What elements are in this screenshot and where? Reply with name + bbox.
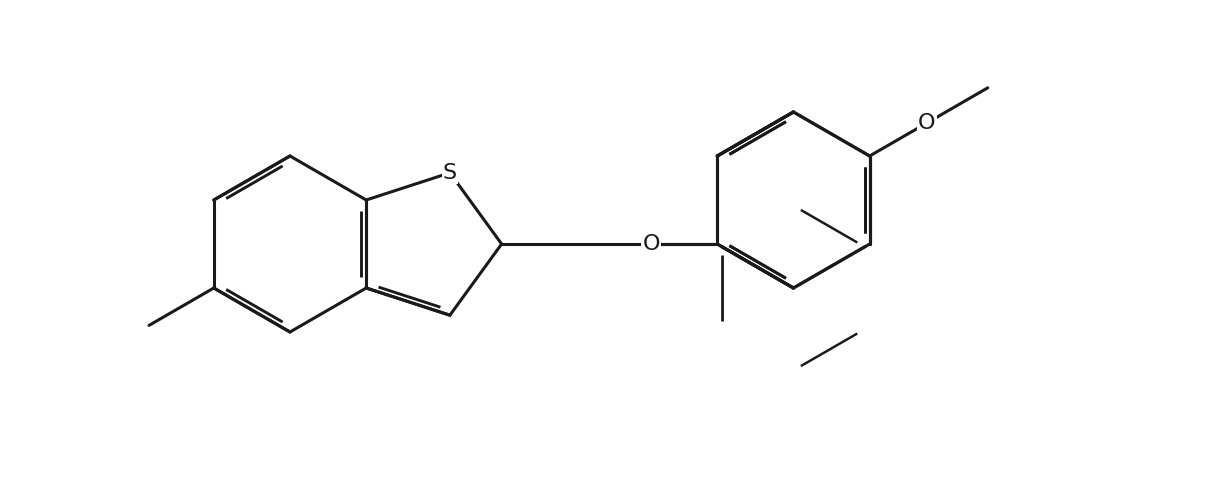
Text: O: O <box>918 113 936 133</box>
Text: O: O <box>643 234 660 254</box>
Text: S: S <box>442 163 457 183</box>
